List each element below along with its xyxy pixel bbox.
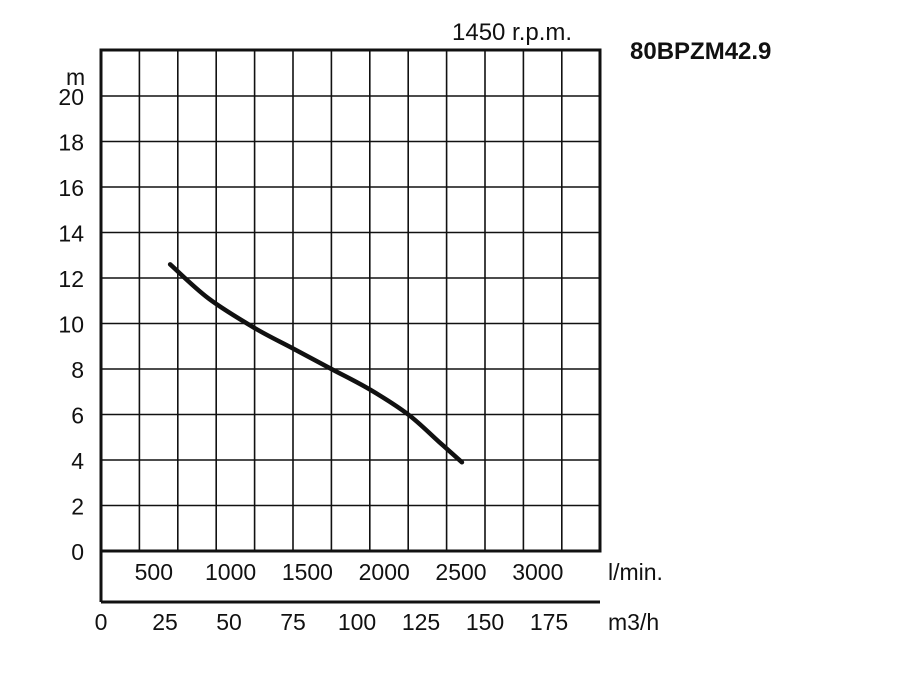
grid-lines bbox=[101, 50, 600, 551]
x-tick-label-m3h: 100 bbox=[338, 609, 376, 635]
x-tick-labels-lmin: 500 1000 1500 2000 2500 3000 bbox=[135, 559, 564, 585]
x-tick-label-lmin: 1000 bbox=[205, 559, 256, 585]
x-tick-label-lmin: 2000 bbox=[359, 559, 410, 585]
y-tick-label: 2 bbox=[71, 494, 84, 520]
y-tick-label: 0 bbox=[71, 539, 84, 565]
x-tick-label-lmin: 1500 bbox=[282, 559, 333, 585]
y-axis-label: m bbox=[66, 64, 85, 90]
speed-label: 1450 r.p.m. bbox=[452, 19, 572, 46]
x-tick-labels-m3h: 0 25 50 75 100 125 150 175 bbox=[95, 609, 569, 635]
x-tick-label-lmin: 2500 bbox=[435, 559, 486, 585]
x-tick-label-m3h: 175 bbox=[530, 609, 568, 635]
x-tick-label-m3h: 125 bbox=[402, 609, 440, 635]
y-tick-label: 16 bbox=[58, 175, 84, 201]
x-tick-label-m3h: 75 bbox=[280, 609, 306, 635]
y-tick-label: 6 bbox=[71, 403, 84, 429]
head-flow-curve bbox=[167, 262, 465, 465]
plot-frame bbox=[99, 48, 602, 604]
y-tick-label: 20 bbox=[58, 84, 84, 110]
x-tick-label-m3h: 0 bbox=[95, 609, 108, 635]
x-tick-label-m3h: 25 bbox=[152, 609, 178, 635]
x-axis-label-m3h: m3/h bbox=[608, 609, 659, 635]
plot-border bbox=[99, 48, 602, 553]
x-tick-label-m3h: 150 bbox=[466, 609, 504, 635]
x-axis-label-lmin: l/min. bbox=[608, 559, 663, 585]
y-tick-label: 12 bbox=[58, 266, 84, 292]
y-tick-label: 10 bbox=[58, 312, 84, 338]
y-tick-label: 4 bbox=[71, 448, 84, 474]
x-tick-label-lmin: 500 bbox=[135, 559, 173, 585]
x-tick-label-lmin: 3000 bbox=[512, 559, 563, 585]
chart-title: 80BPZM42.9 bbox=[630, 38, 771, 65]
x-tick-label-m3h: 50 bbox=[216, 609, 242, 635]
y-tick-labels: 0 2 4 6 8 10 12 14 16 18 20 bbox=[58, 84, 84, 565]
y-tick-label: 14 bbox=[58, 221, 84, 247]
y-tick-label: 18 bbox=[58, 130, 84, 156]
y-tick-label: 8 bbox=[71, 357, 84, 383]
